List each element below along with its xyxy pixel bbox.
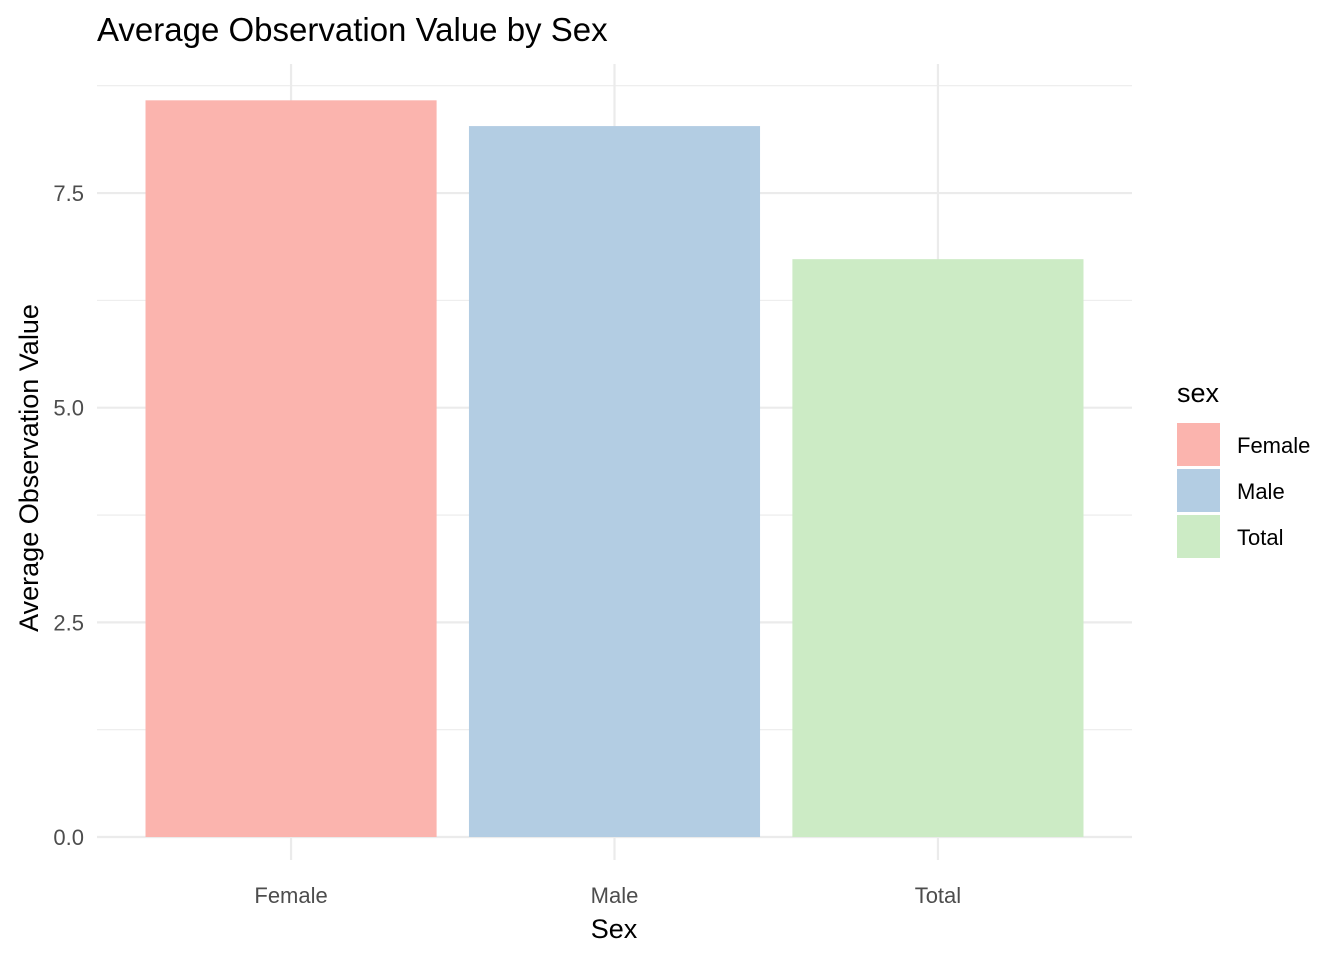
y-tick-label: 2.5 — [53, 610, 84, 635]
legend-label-female: Female — [1237, 433, 1310, 458]
y-tick-label: 0.0 — [53, 825, 84, 850]
bar-male — [468, 126, 761, 837]
bar-total — [792, 259, 1084, 837]
x-axis-ticks: Female Male Total — [254, 883, 961, 908]
x-tick-label: Male — [591, 883, 639, 908]
bars — [145, 100, 1084, 838]
y-tick-label: 5.0 — [53, 396, 84, 421]
legend-key-total — [1177, 515, 1220, 558]
legend: sex Female Male Total — [1177, 378, 1310, 558]
legend-title: sex — [1177, 378, 1220, 408]
y-tick-label: 7.5 — [53, 181, 84, 206]
legend-key-male — [1177, 469, 1220, 512]
x-tick-label: Female — [254, 883, 327, 908]
legend-label-male: Male — [1237, 479, 1285, 504]
y-axis-ticks: 0.0 2.5 5.0 7.5 — [53, 181, 84, 850]
legend-key-female — [1177, 423, 1220, 466]
bar-female — [145, 100, 437, 838]
chart-title: Average Observation Value by Sex — [97, 11, 608, 48]
x-axis-title: Sex — [591, 914, 638, 944]
y-axis-title: Average Observation Value — [14, 304, 44, 632]
legend-label-total: Total — [1237, 525, 1283, 550]
x-tick-label: Total — [915, 883, 961, 908]
